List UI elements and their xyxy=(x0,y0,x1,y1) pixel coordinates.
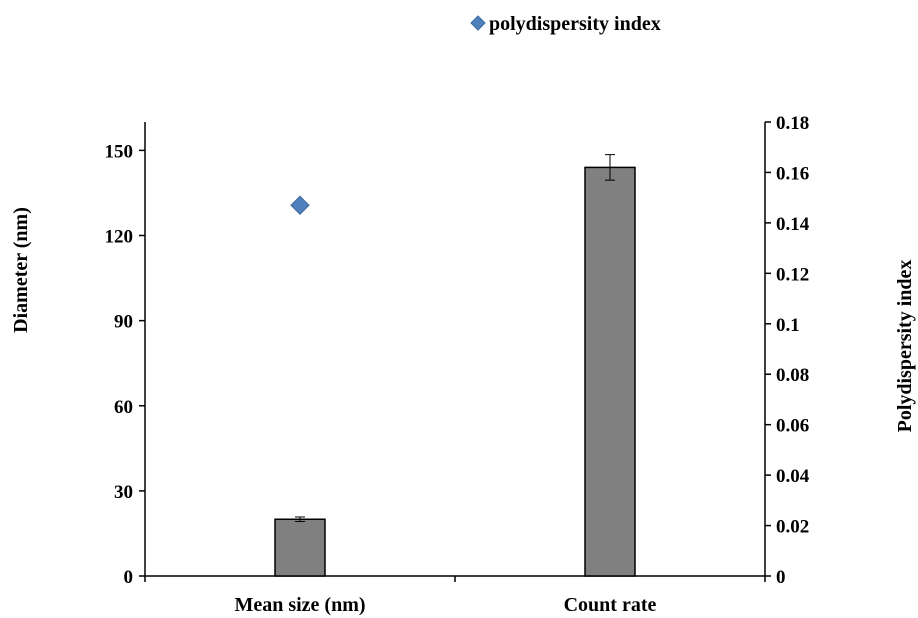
pdi-marker xyxy=(290,195,310,215)
y-tick-label-right: 0.16 xyxy=(776,163,809,184)
y-tick-label-left: 30 xyxy=(114,482,133,503)
axes xyxy=(144,122,766,582)
y-tick-label-right: 0.02 xyxy=(776,517,809,538)
bar xyxy=(584,166,636,577)
y-tick-label-left: 90 xyxy=(114,312,133,333)
y-axis-title-left: Diameter (nm) xyxy=(10,207,32,333)
y-tick-label-right: 0 xyxy=(776,567,786,588)
y-axis-title-right: Polydispersity index xyxy=(894,260,916,433)
right-axis-ticks: 0 0.02 0.04 0.06 0.08 0.1 0.12 0.14 0.16 0.18 xyxy=(765,113,810,588)
y-tick-label-right: 0.18 xyxy=(776,113,809,134)
y-tick-label-right: 0.14 xyxy=(776,214,810,235)
y-tick-label-left: 120 xyxy=(105,227,134,248)
y-tick-label-right: 0.1 xyxy=(776,315,800,336)
left-axis-ticks: 0 30 60 90 120 150 xyxy=(105,141,145,588)
legend-label: polydispersity index xyxy=(489,13,661,35)
y-tick-label-right: 0.06 xyxy=(776,416,809,437)
y-tick-label-left: 60 xyxy=(114,397,133,418)
y-tick-label-right: 0.08 xyxy=(776,365,809,386)
x-category-label: Mean size (nm) xyxy=(234,594,365,616)
y-tick-label-right: 0.12 xyxy=(776,264,809,285)
markers xyxy=(290,195,310,215)
x-axis-labels: Mean size (nm) Count rate xyxy=(234,594,656,616)
legend-diamond-marker xyxy=(470,15,486,31)
legend: polydispersity index xyxy=(470,13,661,35)
y-tick-label-right: 0.04 xyxy=(776,466,810,487)
bars xyxy=(274,154,636,577)
bar xyxy=(274,518,326,577)
x-category-label: Count rate xyxy=(564,594,657,616)
y-tick-label-left: 0 xyxy=(124,567,134,588)
y-tick-label-left: 150 xyxy=(105,141,134,162)
